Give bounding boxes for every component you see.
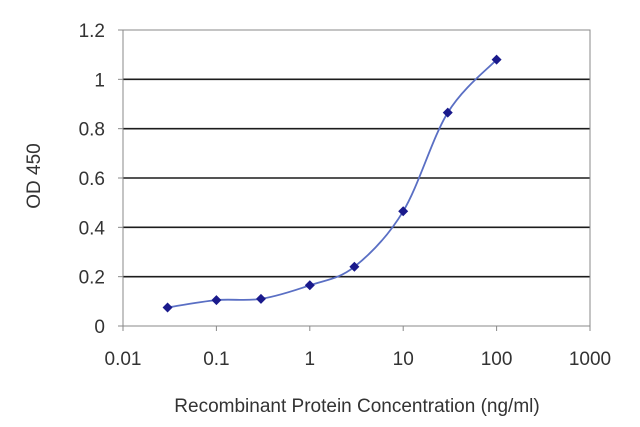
data-point-1 — [211, 295, 222, 306]
y-tick-label-6: 1.2 — [79, 21, 105, 42]
x-tick-label-5: 1000 — [569, 349, 611, 370]
y-tick-label-4: 0.8 — [79, 120, 105, 141]
y-tick-label-5: 1 — [94, 70, 105, 91]
y-tick-label-3: 0.6 — [79, 169, 105, 190]
x-tick-label-3: 10 — [393, 349, 414, 370]
data-point-5 — [398, 206, 409, 217]
x-tick-label-1: 0.1 — [203, 349, 229, 370]
grid-lines — [123, 78, 590, 278]
y-ticks: 0 0.2 0.4 0.6 0.8 1 1.2 — [79, 21, 123, 338]
fitted-curve — [167, 58, 498, 309]
x-tick-label-0: 0.01 — [105, 349, 142, 370]
data-point-4 — [349, 261, 360, 272]
x-ticks: 0.01 0.1 1 10 100 1000 — [105, 326, 611, 370]
data-point-7 — [491, 54, 502, 65]
data-point-0 — [162, 302, 173, 313]
x-tick-label-2: 1 — [305, 349, 316, 370]
data-point-3 — [304, 280, 315, 291]
data-points — [162, 54, 502, 313]
data-point-2 — [255, 293, 266, 304]
y-axis-title: OD 450 — [24, 143, 45, 208]
x-tick-label-4: 100 — [481, 349, 513, 370]
x-axis-title: Recombinant Protein Concentration (ng/ml… — [174, 396, 539, 417]
y-tick-label-2: 0.4 — [79, 218, 106, 239]
data-point-6 — [442, 107, 453, 118]
y-tick-label-1: 0.2 — [79, 268, 105, 289]
y-tick-label-0: 0 — [94, 317, 105, 338]
